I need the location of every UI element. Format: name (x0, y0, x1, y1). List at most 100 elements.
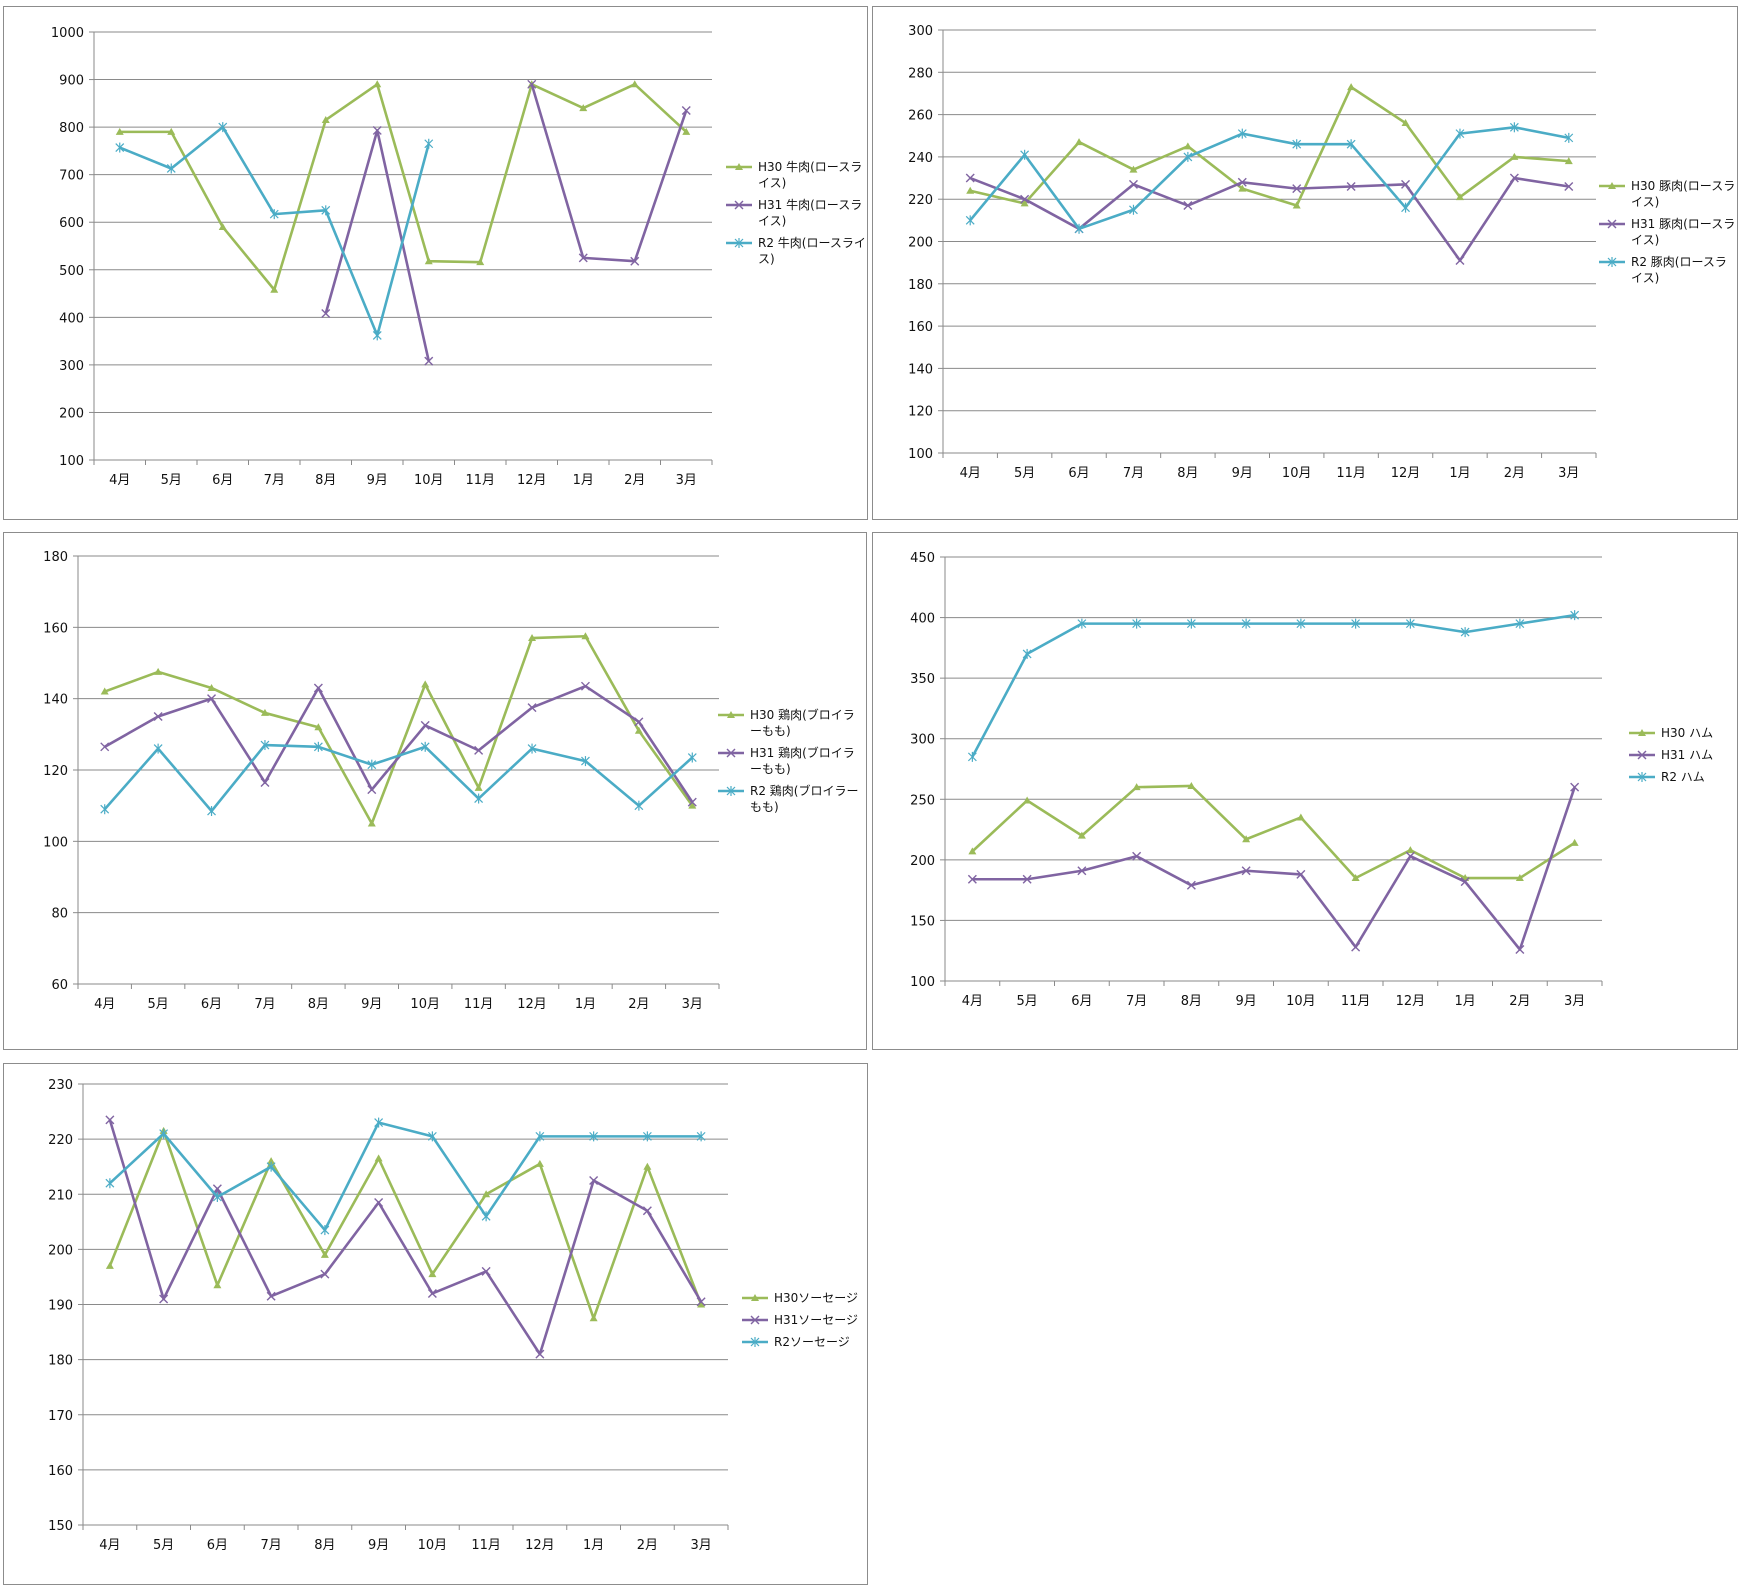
data-point (1455, 193, 1464, 201)
x-tick-label: 12月 (1396, 994, 1426, 1009)
data-point (153, 743, 163, 754)
legend-swatch-line (718, 786, 744, 796)
data-point (320, 1269, 330, 1279)
legend-swatch-line (742, 1315, 768, 1325)
data-point (1020, 149, 1030, 160)
legend-item: H31 鶏肉(ブロイラーもも) (718, 745, 866, 777)
x-tick-label: 6月 (207, 1538, 228, 1553)
legend-label: R2ソーセージ (774, 1335, 850, 1349)
legend-label: H31 鶏肉(ブロイラーもも) (750, 746, 855, 776)
x-tick-label: 9月 (1232, 466, 1253, 481)
x-tick-label: 12月 (1391, 466, 1421, 481)
x-tick-label: 7月 (254, 997, 275, 1012)
y-tick-label: 140 (43, 693, 68, 708)
x-tick-label: 2月 (1509, 994, 1530, 1009)
data-point (270, 285, 279, 293)
series-line (104, 684, 694, 803)
x-tick-label: 11月 (1336, 466, 1366, 481)
data-point (424, 138, 434, 149)
data-point (1074, 223, 1084, 234)
y-tick-label: 240 (908, 151, 933, 166)
legend-swatch-line (742, 1337, 768, 1347)
data-point (1292, 184, 1302, 194)
data-point (634, 717, 644, 727)
x-tick-label: 3月 (682, 997, 703, 1012)
data-point (1183, 151, 1193, 162)
data-point (267, 1157, 276, 1165)
x-tick-label: 5月 (1016, 994, 1037, 1009)
data-point (1075, 138, 1084, 146)
data-point (1077, 831, 1086, 839)
data-point (427, 1288, 437, 1298)
y-tick-label: 700 (59, 169, 84, 184)
legend-swatch-line (1599, 182, 1625, 189)
data-point (687, 797, 697, 807)
data-point (535, 1131, 545, 1142)
data-point (320, 1250, 329, 1258)
data-point (579, 104, 588, 112)
data-point (1237, 177, 1247, 187)
legend-item: R2ソーセージ (742, 1334, 866, 1350)
data-point (213, 1281, 222, 1289)
data-point (218, 122, 228, 133)
data-point (965, 173, 975, 183)
x-tick-label: 2月 (628, 997, 649, 1012)
legend-label: H31ソーセージ (774, 1313, 859, 1327)
data-point (1455, 128, 1465, 139)
series-line (971, 784, 1576, 880)
x-tick-label: 10月 (1286, 994, 1316, 1009)
data-point (527, 703, 537, 713)
data-point (374, 1154, 383, 1162)
legend-item: R2 鶏肉(ブロイラーもも) (718, 783, 866, 815)
x-tick-label: 8月 (314, 1538, 335, 1553)
series-1 (105, 1115, 706, 1359)
chart-panel-pork: 100 120 140 160 180 200 220 240 260 280 300 4月 5月 6月 7… (872, 6, 1738, 520)
legend-item: H30 鶏肉(ブロイラーもも) (718, 707, 866, 739)
series-line (104, 634, 694, 825)
legend-item: H31 豚肉(ロースライス) (1599, 216, 1737, 248)
y-tick-label: 180 (43, 550, 68, 565)
data-point (313, 683, 323, 693)
y-tick-label: 300 (59, 359, 84, 374)
legend-marker (750, 1337, 760, 1347)
series-line (969, 85, 1569, 207)
y-tick-label: 140 (908, 362, 933, 377)
data-point (1020, 199, 1029, 207)
data-point (688, 801, 697, 809)
data-point (166, 163, 176, 174)
chart-panel-chicken: 60 80 100 120 140 160 180 4月 5月 6月 7月 8月 9月 10月 11月 12月… (3, 532, 867, 1050)
x-tick-label: 4月 (94, 997, 115, 1012)
x-tick-label: 6月 (201, 997, 222, 1012)
legend-swatch-line (1599, 257, 1625, 267)
y-tick-label: 400 (910, 612, 935, 627)
x-tick-label: 5月 (147, 997, 168, 1012)
data-point (374, 1117, 384, 1128)
data-point (1129, 165, 1138, 173)
legend: H30 ハム H31 ハム R2 ハム (1629, 725, 1737, 791)
x-tick-label: 5月 (1014, 466, 1035, 481)
data-point (1401, 179, 1411, 189)
y-tick-label: 100 (908, 447, 933, 462)
x-tick-label: 6月 (1071, 994, 1092, 1009)
series-2 (105, 1117, 706, 1236)
y-tick-label: 500 (59, 264, 84, 279)
data-point (1405, 618, 1415, 629)
data-point (1292, 139, 1302, 150)
legend-marker (734, 238, 744, 248)
x-tick-label: 4月 (960, 466, 981, 481)
legend-marker (727, 711, 735, 718)
legend-swatch-cyan (726, 237, 752, 249)
y-tick-label: 210 (48, 1188, 73, 1203)
y-tick-label: 300 (908, 24, 933, 39)
data-point (320, 1225, 330, 1236)
x-tick-label: 9月 (361, 997, 382, 1012)
data-point (1455, 256, 1465, 266)
data-point (535, 1349, 545, 1359)
data-point (581, 632, 590, 640)
legend-item: R2 牛肉(ロースライス) (726, 235, 866, 267)
data-point (115, 127, 124, 135)
data-point (965, 215, 975, 226)
series-line (530, 83, 688, 263)
x-tick-label: 8月 (1181, 994, 1202, 1009)
data-point (207, 694, 217, 704)
